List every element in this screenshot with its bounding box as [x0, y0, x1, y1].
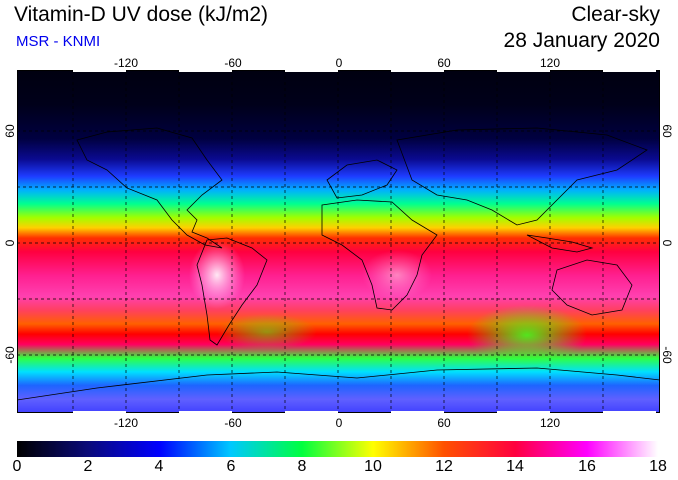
colorbar-label: 4: [154, 458, 164, 475]
colorbar-gradient: [17, 441, 658, 457]
lat-tick-right: 0: [660, 239, 674, 247]
colorbar-label: 8: [297, 458, 307, 475]
lat-tick-right: -60: [660, 346, 674, 364]
lon-tick-top: 120: [539, 56, 561, 70]
lon-tick-top: 60: [437, 56, 451, 70]
uv-dose-map: [17, 70, 660, 413]
antarctica-outline: [17, 367, 660, 401]
colorbar-label: 14: [506, 458, 524, 475]
uv-field: [17, 70, 660, 413]
south-atlantic-low-dose: [217, 314, 317, 350]
europe-outline: [326, 159, 398, 199]
south-america-outline: [196, 237, 268, 346]
lon-tick-top: -60: [224, 56, 242, 70]
graticule: [17, 70, 660, 413]
colorbar-label: 0: [12, 458, 22, 475]
frame-ticks: [73, 70, 656, 413]
lat-tick-right: 60: [660, 124, 674, 138]
colorbar-label: 18: [649, 458, 667, 475]
indian-ocean-low-dose: [467, 305, 587, 365]
lon-tick-top: -120: [113, 56, 139, 70]
lon-tick-bottom: -60: [224, 416, 242, 430]
asia-outline: [396, 127, 648, 226]
colorbar: [17, 441, 658, 457]
date-label: 28 January 2020: [503, 29, 660, 52]
africa-high-dose: [362, 250, 432, 300]
lon-tick-top: 0: [335, 56, 343, 70]
australia-outline: [551, 259, 633, 316]
lat-tick-left: 60: [3, 124, 17, 138]
lon-tick-bottom: -120: [113, 416, 139, 430]
map-title: Vitamin-D UV dose (kJ/m2): [14, 3, 269, 26]
colorbar-label: 16: [578, 458, 596, 475]
source-label: MSR - KNMI: [16, 33, 101, 50]
lat-tick-left: 0: [3, 239, 17, 247]
map-frame: [17, 70, 660, 413]
lon-tick-bottom: 60: [437, 416, 451, 430]
africa-outline: [321, 199, 438, 311]
lat-tick-left: -60: [3, 346, 17, 364]
product-label: Clear-sky: [571, 3, 660, 26]
colorbar-label: 10: [364, 458, 382, 475]
coastlines: [17, 127, 660, 401]
north-america-outline: [76, 127, 223, 249]
colorbar-label: 2: [83, 458, 93, 475]
colorbar-label: 6: [226, 458, 236, 475]
lon-tick-bottom: 0: [335, 416, 343, 430]
lon-tick-bottom: 120: [539, 416, 561, 430]
indonesia-outline: [526, 234, 594, 253]
colorbar-label: 12: [435, 458, 453, 475]
